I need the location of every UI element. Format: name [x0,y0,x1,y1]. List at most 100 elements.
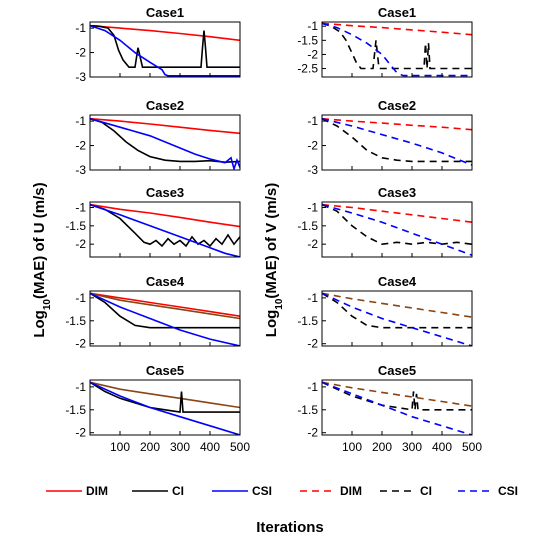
y-tick-label: -1 [307,380,318,394]
panel-case5-v: Case5 -1 -1.5 -2 100 200 300 400 500 [297,363,482,454]
panel-title: Case1 [378,5,416,20]
x-tick-label: 400 [432,440,452,454]
legend-item-ci-dashed: CI [380,484,432,498]
series-group [90,117,240,170]
legend-label: CSI [498,484,518,498]
series-line-ci [90,24,240,68]
legend-label: DIM [340,484,362,498]
panel-title: Case4 [378,274,417,289]
plot-frame [321,114,473,171]
x-tick-label: 300 [170,440,190,454]
plot-frame [89,114,241,171]
y-tick-label: -1 [75,21,86,35]
plot-frame [321,379,473,436]
series-line-ci [322,381,472,411]
panel-title: Case2 [146,98,184,113]
panel-title: Case5 [378,363,416,378]
series-line-ci [322,117,472,163]
y-tick-label: -3 [75,70,86,84]
legend-item-csi-dashed: CSI [458,484,518,498]
legend: DIM CI CSI DIM CI CSI [46,484,518,498]
y-tick-label: -2 [307,139,318,153]
legend-label: CI [172,484,184,498]
legend-label: CI [420,484,432,498]
series-line-csi [322,22,472,77]
x-tick-label: 400 [200,440,220,454]
x-tick-label: 500 [462,440,482,454]
series-group [90,292,240,346]
y-axis-label-left-text: Log10(MAE) of U (m/s) [31,182,53,337]
legend-item-dim-dashed: DIM [300,484,362,498]
series-line-dim [90,292,240,317]
y-tick-label: -3 [307,163,318,177]
series-line-ci [90,381,240,414]
series-line-csi [90,117,240,170]
panels-layer: Case1-1-2-3Case1-1-1.5-2-2.5Case2-1-2-3C… [65,5,482,454]
y-tick-label: -2.5 [297,62,318,76]
series-line-csi [90,24,240,77]
y-axis-label-right-text: Log10(MAE) of V (m/s) [263,183,285,337]
y-tick-label: -1 [307,201,318,215]
y-tick-label: -1.5 [297,403,318,417]
y-tick-label: -1 [307,19,318,33]
series-line-dim [322,381,472,407]
series-group [90,381,240,435]
plot-frame [321,290,473,347]
panel-title: Case3 [146,185,184,200]
y-axis-label-right: Log10(MAE) of V (m/s) [263,183,285,337]
series-group [322,292,472,346]
series-line-csi [90,292,240,346]
series-line-dim [90,203,240,228]
series-line-csi [322,117,472,166]
y-tick-label: -2 [307,47,318,61]
x-tick-label: 500 [230,440,250,454]
series-line-csi [322,381,472,435]
y-tick-label: -2 [307,426,318,440]
panel-case4-v: Case4 -1 -1.5 -2 [297,274,473,351]
y-tick-label: -2 [75,237,86,251]
y-tick-label: -1.5 [297,314,318,328]
series-line-csi [322,292,472,346]
x-tick-label: 100 [110,440,130,454]
panel-case2-v: Case2 -1 -2 -3 [307,98,473,177]
panel-case3-v: Case3 -1 -1.5 -2 [297,185,473,258]
y-axis-label-left: Log10(MAE) of U (m/s) [31,182,53,337]
series-line-dim [322,203,472,223]
panel-case3-u: Case3 -1 -1.5 -2 [65,185,241,258]
y-tick-label: -1 [307,291,318,305]
plot-frame [89,201,241,258]
series-line-csi [90,203,240,257]
y-tick-label: -1.5 [65,403,86,417]
series-group [90,203,240,257]
y-tick-label: -1 [75,291,86,305]
plot-frame [321,201,473,258]
y-tick-label: -1 [75,380,86,394]
x-tick-label: 200 [140,440,160,454]
series-line-ci [90,203,240,248]
series-group [90,24,240,77]
series-group [322,117,472,166]
y-tick-label: -2 [75,337,86,351]
panel-case2-u: Case2 -1 -2 -3 [75,98,241,177]
panel-case1-u: Case1 -1 -2 -3 [75,5,241,84]
x-tick-label: 100 [342,440,362,454]
y-tick-label: -1.5 [297,33,318,47]
legend-label: CSI [252,484,272,498]
series-group [322,381,472,435]
series-line-dim [322,117,472,131]
y-tick-label: -2 [75,139,86,153]
series-group [322,203,472,256]
panel-title: Case2 [378,98,416,113]
panel-title: Case4 [146,274,185,289]
x-axis-label: Iterations [256,519,324,536]
plot-frame [89,379,241,436]
y-tick-label: -2 [75,46,86,60]
plot-frame [321,21,473,78]
series-line-dim [322,22,472,36]
legend-item-dim-solid: DIM [46,484,108,498]
y-tick-label: -2 [307,337,318,351]
panel-title: Case3 [378,185,416,200]
legend-item-ci-solid: CI [132,484,184,498]
